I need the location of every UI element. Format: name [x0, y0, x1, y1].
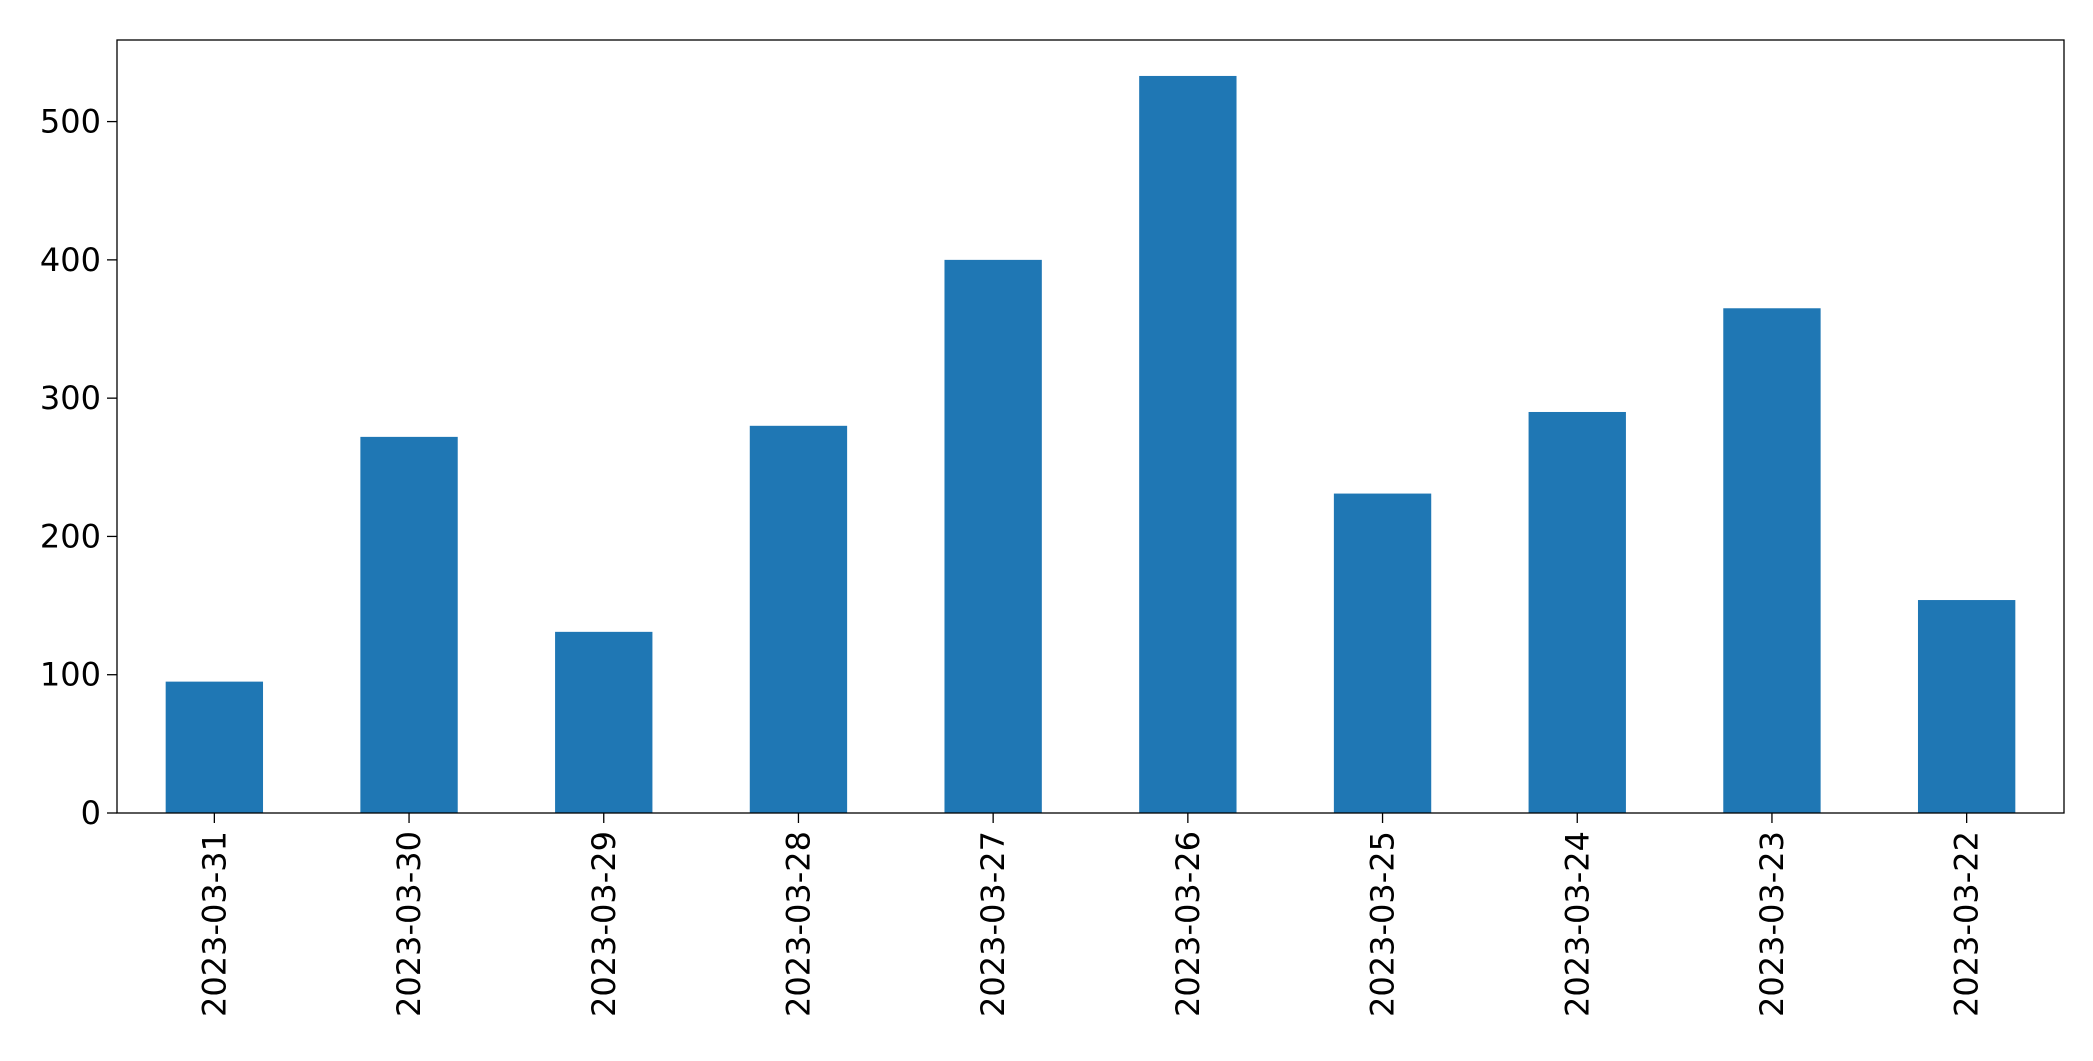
y-tick-label: 500 [40, 103, 101, 141]
bar [1528, 411, 1626, 813]
y-tick-label: 300 [40, 379, 101, 417]
bar [1917, 600, 2016, 813]
x-tick-label: 2023-03-25 [1364, 831, 1402, 1017]
x-tick-label: 2023-03-31 [195, 831, 233, 1017]
bar [360, 436, 458, 813]
y-tick-label: 0 [81, 794, 101, 832]
bar [1723, 308, 1821, 813]
y-tick-label: 100 [40, 656, 101, 694]
x-tick-label: 2023-03-30 [390, 831, 428, 1017]
x-tick-label: 2023-03-28 [779, 831, 817, 1017]
x-tick-label: 2023-03-26 [1169, 831, 1207, 1017]
x-tick-label: 2023-03-22 [1948, 831, 1986, 1017]
bar [165, 681, 264, 813]
bar [749, 425, 848, 813]
bar [944, 259, 1042, 814]
plot-frame [116, 39, 2065, 814]
bar [555, 631, 653, 813]
x-tick-label: 2023-03-23 [1753, 831, 1791, 1017]
y-tick-label: 200 [40, 517, 101, 555]
bar [1139, 75, 1237, 813]
x-tick-label: 2023-03-27 [974, 831, 1012, 1017]
x-tick-label: 2023-03-29 [585, 831, 623, 1017]
bar [1333, 493, 1432, 813]
y-tick-label: 400 [40, 241, 101, 279]
x-tick-label: 2023-03-24 [1558, 831, 1596, 1017]
